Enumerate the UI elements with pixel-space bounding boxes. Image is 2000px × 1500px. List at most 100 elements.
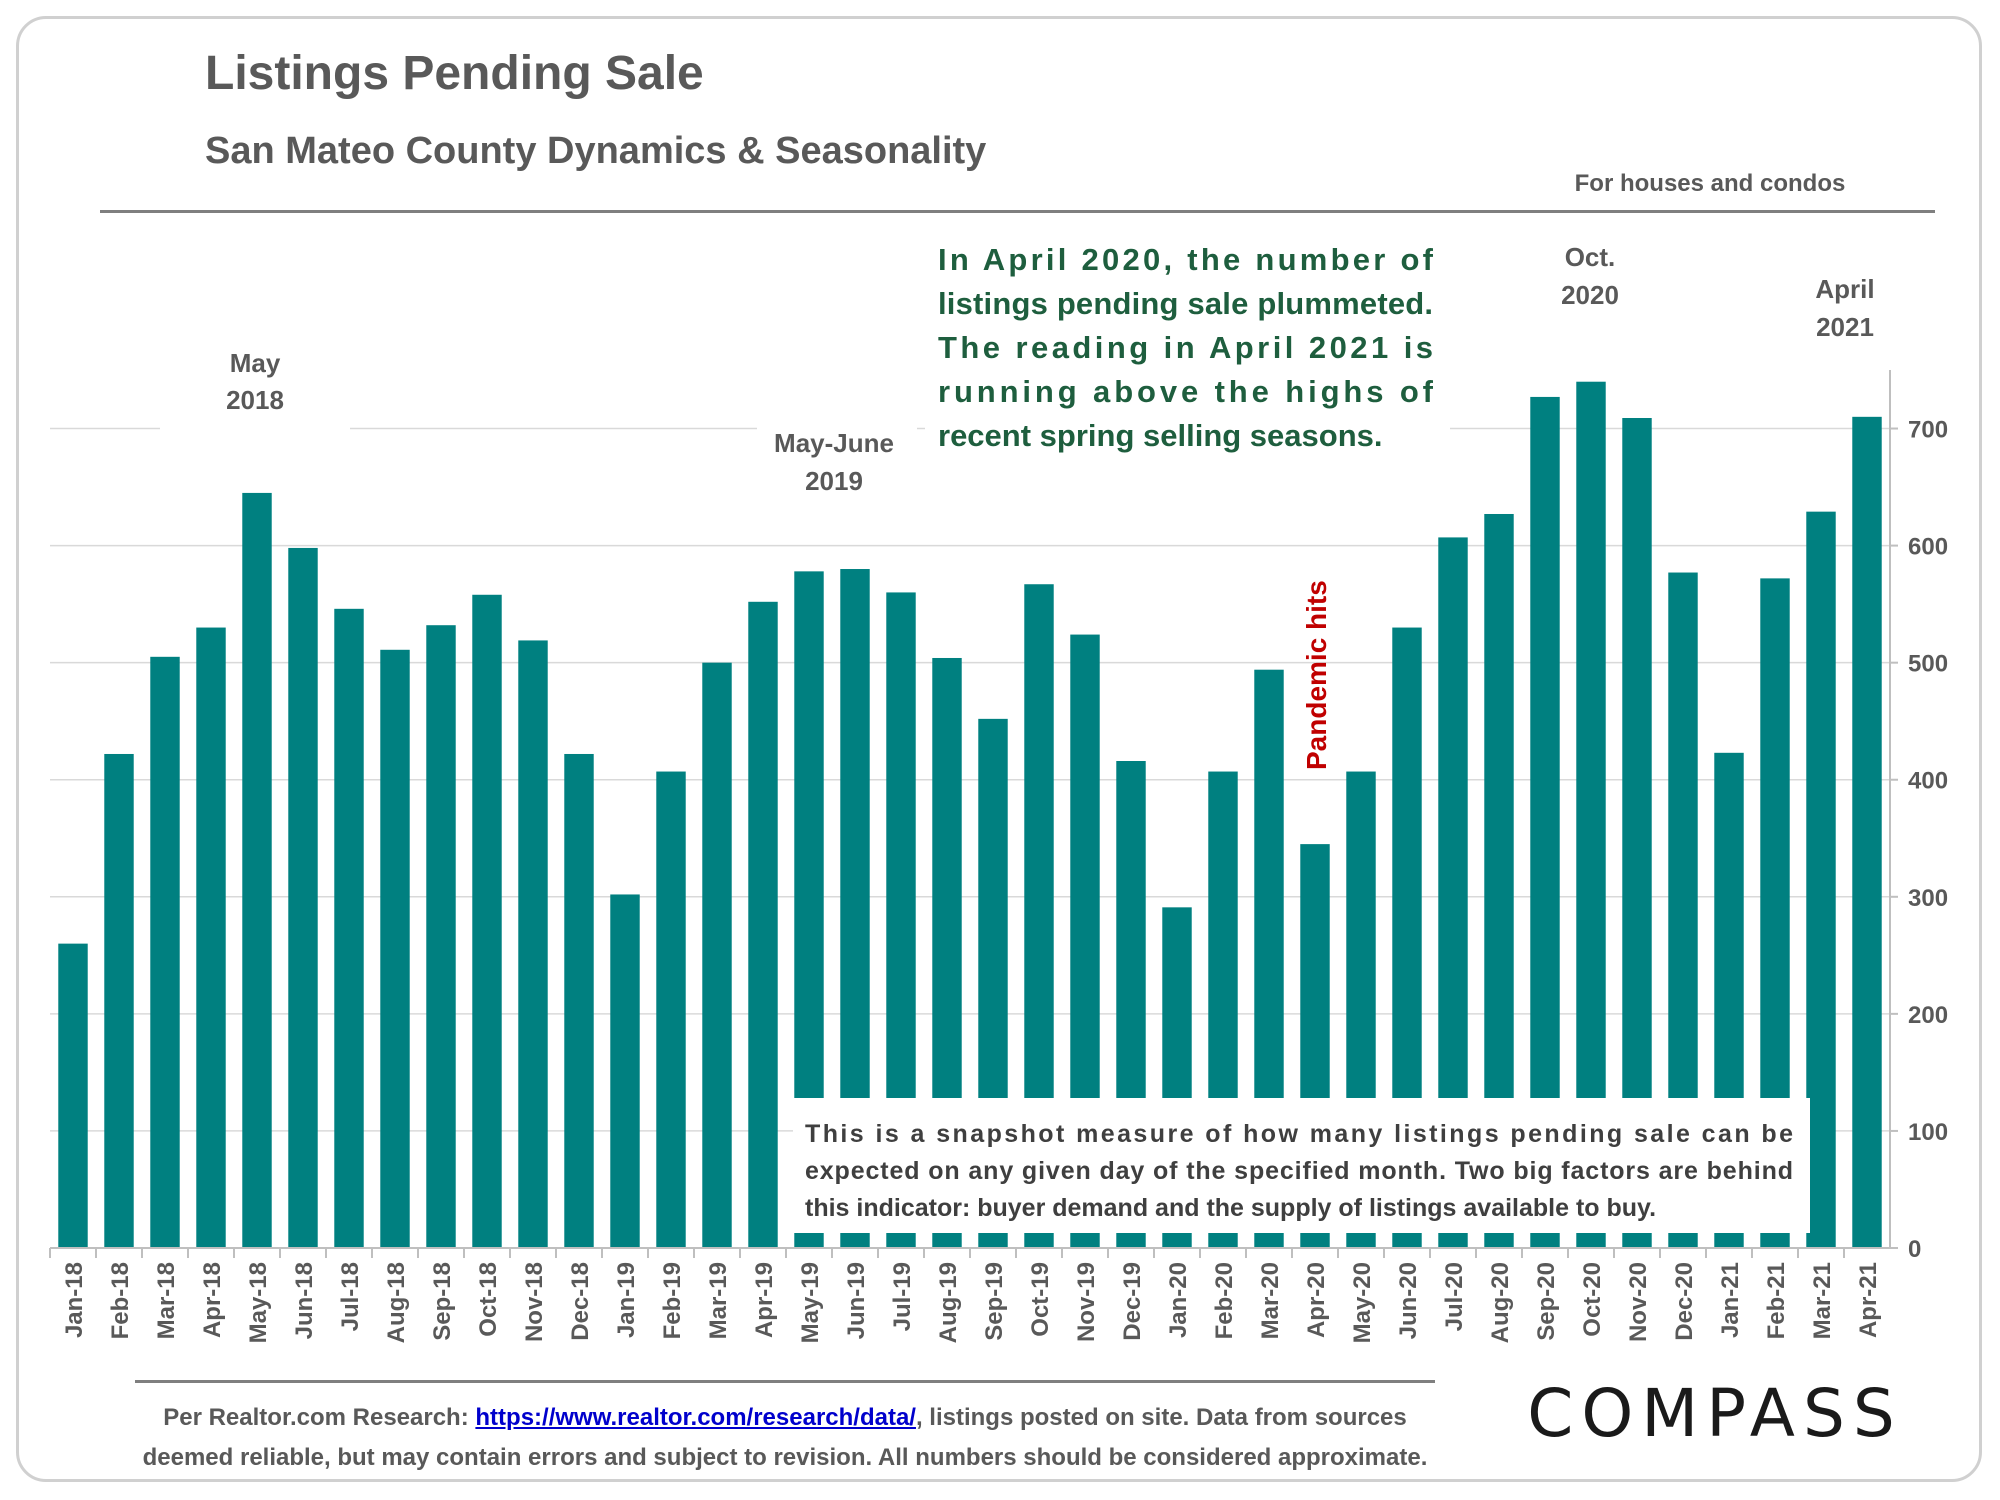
x-tick-label: Oct-19 bbox=[1027, 1262, 1054, 1337]
snapshot-box bbox=[793, 1098, 1810, 1233]
bar bbox=[472, 594, 502, 1248]
snapshot-line: this indicator: buyer demand and the sup… bbox=[805, 1194, 1656, 1222]
x-tick-label: Mar-21 bbox=[1809, 1262, 1836, 1339]
bar bbox=[564, 753, 594, 1248]
source-note: Per Realtor.com Research: https://www.re… bbox=[120, 1398, 1450, 1478]
source-prefix: Per Realtor.com Research: bbox=[163, 1404, 469, 1431]
annotation-may2018-line2: 2018 bbox=[226, 385, 284, 415]
bar bbox=[104, 753, 134, 1248]
x-tick-label: May-18 bbox=[245, 1262, 272, 1343]
annotation-may2018-line1: May bbox=[230, 348, 281, 378]
x-tick-label: Aug-19 bbox=[935, 1262, 962, 1343]
annotation-oct2020-line2: 2020 bbox=[1561, 280, 1619, 310]
x-tick-label: Nov-18 bbox=[521, 1262, 548, 1342]
x-tick-label: Apr-20 bbox=[1303, 1262, 1330, 1338]
x-tick-label: Mar-18 bbox=[153, 1262, 180, 1339]
x-axis-ticks: Jan-18 Feb-18 Mar-18 Apr-18 May-18 Jun-18 Jul-… bbox=[49, 1248, 1882, 1343]
annotation-april2021-line2: 2021 bbox=[1816, 312, 1874, 342]
y-tick-label: 400 bbox=[1908, 768, 1948, 795]
bar bbox=[656, 771, 686, 1248]
footer-rule bbox=[135, 1380, 1435, 1383]
x-tick-label: Mar-20 bbox=[1257, 1262, 1284, 1339]
label-mask-mayjune2019 bbox=[757, 415, 917, 507]
y-tick-label: 300 bbox=[1908, 885, 1948, 912]
bar bbox=[1806, 511, 1836, 1249]
x-tick-label: Dec-19 bbox=[1119, 1262, 1146, 1341]
x-tick-label: Dec-18 bbox=[567, 1262, 594, 1341]
commentary-line: recent spring selling seasons. bbox=[938, 418, 1383, 453]
bar bbox=[748, 601, 778, 1248]
label-mask-commentary bbox=[925, 230, 1450, 466]
x-tick-label: Nov-20 bbox=[1625, 1262, 1652, 1342]
commentary-line: running above the highs of bbox=[938, 374, 1434, 409]
x-tick-label: Apr-18 bbox=[199, 1262, 226, 1338]
houses-note: For houses and condos bbox=[1574, 170, 1846, 197]
x-tick-label: Jul-18 bbox=[337, 1262, 364, 1331]
compass-logo: COMPASS bbox=[1527, 1375, 1903, 1452]
snapshot-text: This is a snapshot measure of how many l… bbox=[805, 1120, 1793, 1222]
x-tick-label: Aug-20 bbox=[1487, 1262, 1514, 1343]
snapshot-line: expected on any given day of the specifi… bbox=[805, 1157, 1793, 1185]
bar bbox=[426, 625, 456, 1248]
x-tick-label: Sep-18 bbox=[429, 1262, 456, 1341]
bar bbox=[380, 649, 410, 1248]
x-tick-label: Jun-18 bbox=[291, 1262, 318, 1339]
y-tick-label: 200 bbox=[1908, 1002, 1948, 1029]
x-tick-label: Mar-19 bbox=[705, 1262, 732, 1339]
x-tick-label: Feb-20 bbox=[1211, 1262, 1238, 1339]
gridlines bbox=[50, 427, 1890, 1132]
bar bbox=[58, 943, 88, 1248]
y-tick-label: 100 bbox=[1908, 1119, 1948, 1146]
commentary-line: The reading in April 2021 is bbox=[938, 330, 1433, 365]
source-suffix: , listings posted on site. Data from sou… bbox=[915, 1404, 1407, 1431]
x-tick-label: Feb-19 bbox=[659, 1262, 686, 1339]
x-tick-label: Jan-20 bbox=[1165, 1262, 1192, 1338]
label-mask-may2018 bbox=[160, 330, 350, 430]
label-mask-april2021 bbox=[1800, 262, 1884, 357]
y-tick-label: 600 bbox=[1908, 534, 1948, 561]
bar bbox=[196, 627, 226, 1248]
label-mask-oct2020 bbox=[1548, 230, 1648, 322]
chart-subtitle: San Mateo County Dynamics & Seasonality bbox=[205, 130, 987, 172]
y-axis-ticks: 0 100 200 300 400 500 600 700 bbox=[1890, 417, 1948, 1263]
x-tick-label: Jun-19 bbox=[843, 1262, 870, 1339]
source-link[interactable]: https://www.realtor.com/research/data/ bbox=[475, 1404, 916, 1431]
x-tick-label: Jun-20 bbox=[1395, 1262, 1422, 1339]
x-tick-label: Feb-18 bbox=[107, 1262, 134, 1339]
x-tick-label: Apr-21 bbox=[1855, 1262, 1882, 1338]
annotation-mayjune2019-line2: 2019 bbox=[805, 466, 863, 496]
x-tick-label: Oct-18 bbox=[475, 1262, 502, 1337]
chart-title: Listings Pending Sale bbox=[205, 47, 704, 100]
y-tick-label: 0 bbox=[1908, 1236, 1921, 1263]
bar bbox=[288, 547, 318, 1248]
annotation-oct2020-line1: Oct. bbox=[1565, 242, 1616, 272]
header-rule bbox=[100, 210, 1935, 213]
x-tick-label: Jan-18 bbox=[61, 1262, 88, 1338]
bar bbox=[150, 656, 180, 1248]
x-tick-label: Sep-19 bbox=[981, 1262, 1008, 1341]
chart-frame bbox=[16, 16, 1982, 1482]
x-tick-label: Nov-19 bbox=[1073, 1262, 1100, 1342]
x-tick-label: Jul-20 bbox=[1441, 1262, 1468, 1331]
x-tick-label: Dec-20 bbox=[1671, 1262, 1698, 1341]
annotation-mayjune2019-line1: May-June bbox=[774, 428, 894, 458]
bar bbox=[518, 640, 548, 1248]
x-tick-label: May-19 bbox=[797, 1262, 824, 1343]
commentary-line: listings pending sale plummeted. bbox=[938, 286, 1433, 321]
annotation-april2021-line1: April bbox=[1815, 274, 1874, 304]
x-tick-label: Jan-19 bbox=[613, 1262, 640, 1338]
bar bbox=[610, 894, 640, 1248]
bar bbox=[242, 492, 272, 1248]
x-tick-label: Jul-19 bbox=[889, 1262, 916, 1331]
bar bbox=[702, 662, 732, 1248]
source-line2: deemed reliable, but may contain errors … bbox=[142, 1444, 1428, 1471]
x-tick-label: May-20 bbox=[1349, 1262, 1376, 1343]
annotation-pandemic: Pandemic hits bbox=[1301, 580, 1332, 770]
bar bbox=[1852, 416, 1882, 1248]
x-tick-label: Jan-21 bbox=[1717, 1262, 1744, 1338]
bar bbox=[334, 608, 364, 1248]
x-tick-label: Feb-21 bbox=[1763, 1262, 1790, 1339]
x-tick-label: Apr-19 bbox=[751, 1262, 778, 1338]
y-tick-label: 700 bbox=[1908, 417, 1948, 444]
